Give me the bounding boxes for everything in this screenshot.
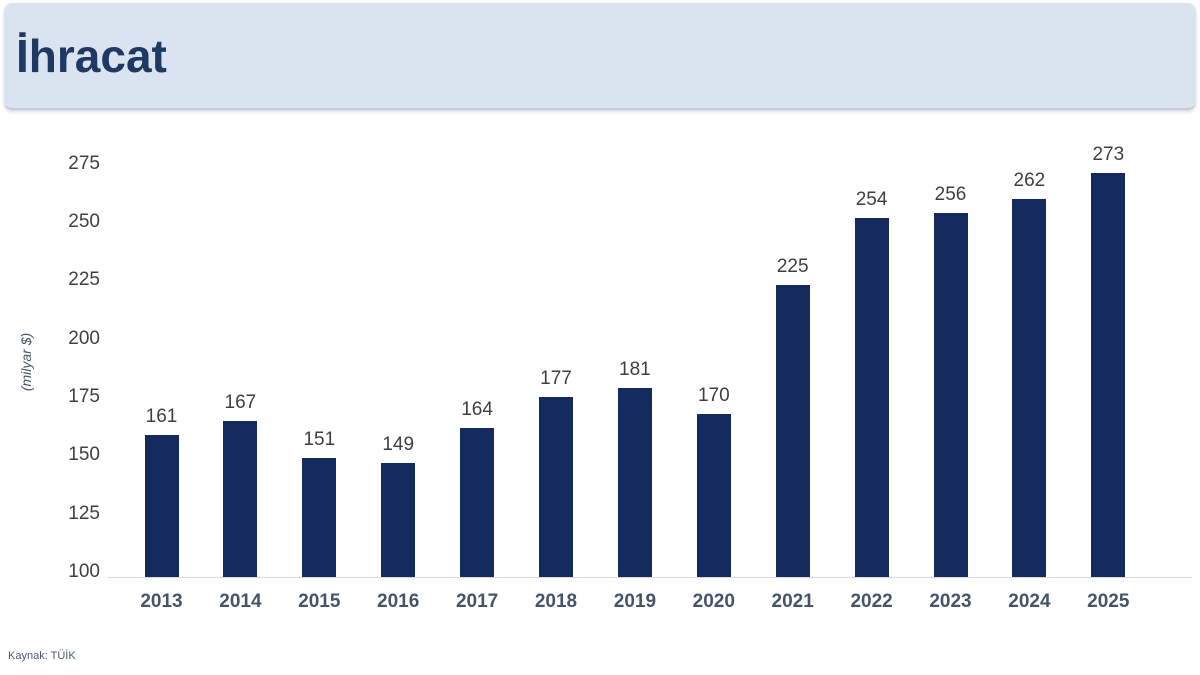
bar-2023 bbox=[933, 212, 968, 577]
x-tick-2018: 2018 bbox=[534, 591, 578, 612]
bar-2020 bbox=[696, 413, 731, 577]
x-tick-2015: 2015 bbox=[298, 591, 341, 612]
header: İhracat bbox=[4, 3, 1196, 110]
x-tick-2025: 2025 bbox=[1087, 591, 1130, 612]
x-tick-2022: 2022 bbox=[850, 591, 893, 612]
bar-value-2013: 161 bbox=[145, 405, 178, 427]
bar-2025 bbox=[1091, 173, 1126, 577]
x-tick-2016: 2016 bbox=[377, 591, 420, 612]
y-tick-label: 175 bbox=[68, 385, 100, 407]
x-tick-2023: 2023 bbox=[929, 591, 972, 612]
x-axis-line bbox=[108, 577, 1192, 578]
bar-value-2020: 170 bbox=[697, 384, 730, 406]
x-tick-2013: 2013 bbox=[140, 591, 183, 612]
bar-value-2018: 177 bbox=[540, 368, 572, 390]
bar-value-2024: 262 bbox=[1013, 169, 1046, 191]
bar-2014 bbox=[223, 420, 258, 577]
bar-value-2015: 151 bbox=[303, 428, 336, 450]
x-tick-2017: 2017 bbox=[455, 591, 499, 612]
bar-2018 bbox=[539, 397, 573, 577]
bar-2015 bbox=[302, 457, 337, 577]
bar-2017 bbox=[460, 427, 495, 577]
y-tick-label: 225 bbox=[68, 269, 100, 291]
export-bar-chart: (milyar $) 100 125 150 175 200 225 250 275 161 2… bbox=[0, 112, 1200, 675]
bar-value-2014: 167 bbox=[224, 391, 257, 413]
bar-2019 bbox=[617, 387, 652, 577]
x-tick-2019: 2019 bbox=[613, 591, 657, 612]
y-tick-label: 125 bbox=[68, 502, 100, 524]
x-tick-2014: 2014 bbox=[219, 591, 262, 612]
source-note: Kaynak: TÜİK bbox=[8, 650, 76, 662]
bar-2013 bbox=[144, 434, 179, 577]
bar-value-2017: 164 bbox=[461, 398, 493, 420]
bar-2022 bbox=[854, 217, 889, 577]
bar-value-2025: 273 bbox=[1092, 144, 1125, 166]
bar-value-2016: 149 bbox=[382, 433, 415, 455]
y-tick-label: 150 bbox=[68, 444, 100, 466]
bar-2016 bbox=[381, 462, 416, 577]
bar-value-2021: 225 bbox=[776, 256, 809, 278]
y-axis-title: (milyar $) bbox=[18, 332, 34, 392]
x-tick-2024: 2024 bbox=[1008, 591, 1051, 612]
page-title: İhracat bbox=[16, 29, 167, 82]
y-tick-label: 200 bbox=[68, 327, 100, 349]
y-tick-label: 100 bbox=[68, 561, 100, 582]
x-tick-2020: 2020 bbox=[692, 591, 735, 612]
x-tick-2021: 2021 bbox=[771, 591, 814, 612]
y-tick-label: 275 bbox=[68, 152, 100, 174]
bar-2024 bbox=[1012, 198, 1047, 577]
bar-value-2023: 256 bbox=[934, 183, 967, 205]
y-tick-label: 250 bbox=[68, 210, 100, 232]
bar-2021 bbox=[775, 285, 810, 577]
bar-value-2019: 181 bbox=[619, 358, 651, 380]
bar-value-2022: 254 bbox=[855, 188, 888, 210]
